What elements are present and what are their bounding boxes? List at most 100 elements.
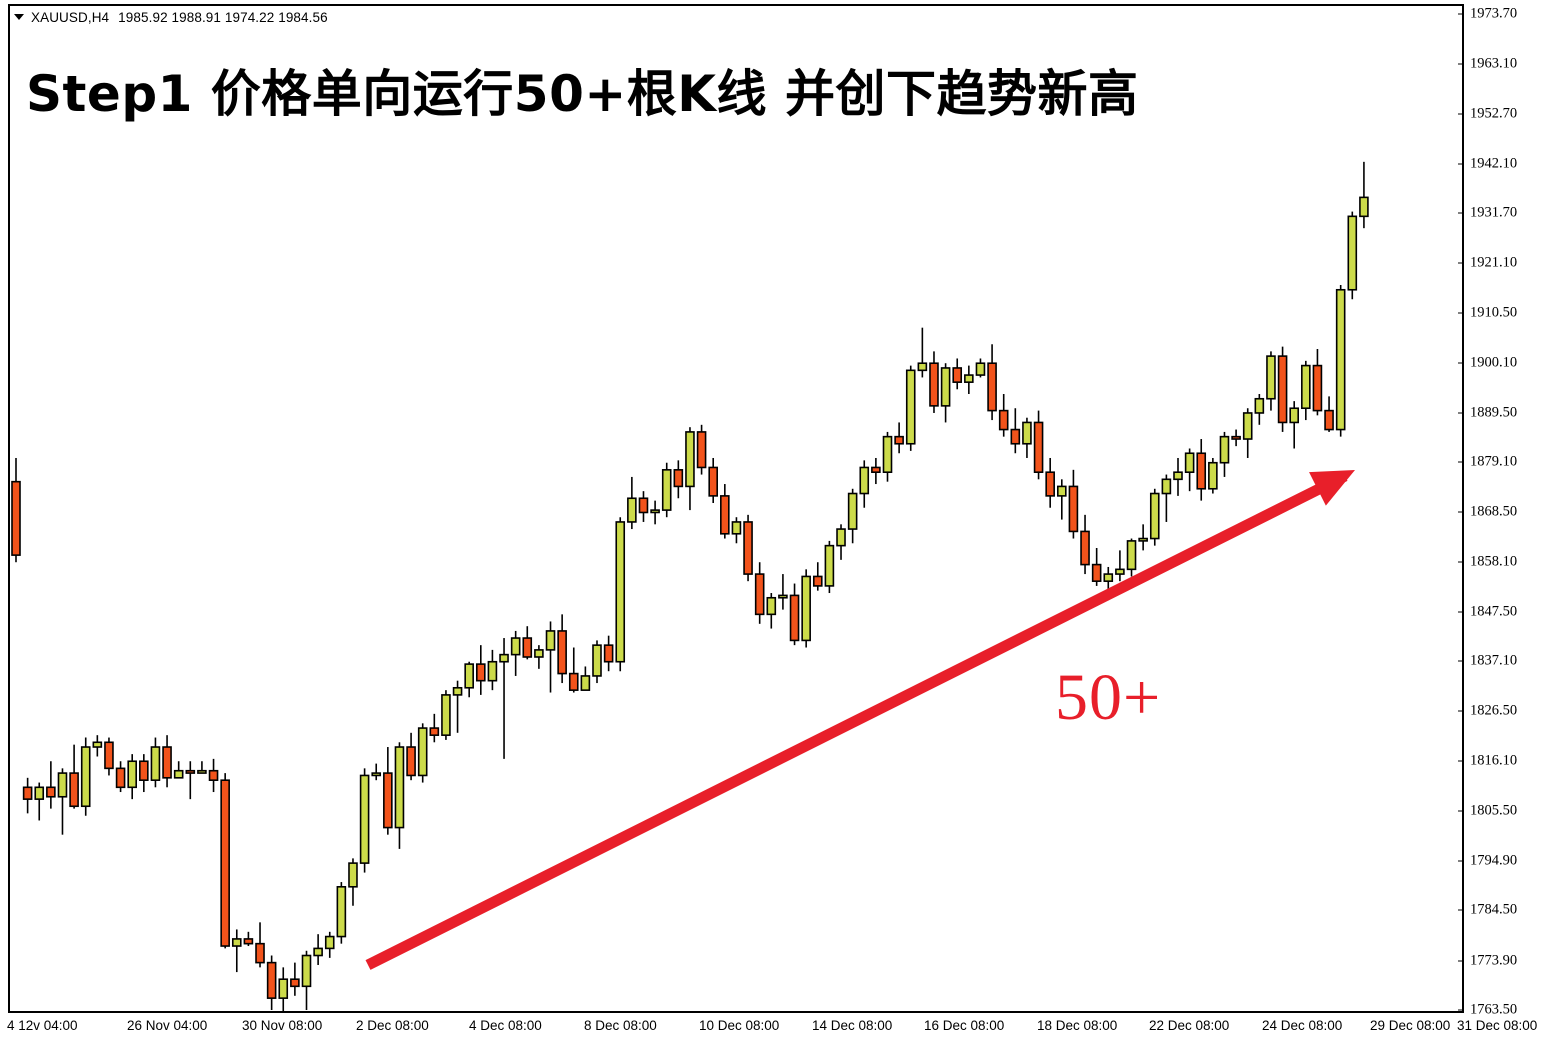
candle-body (394, 746, 405, 829)
candle-body (46, 786, 56, 798)
candle-body (987, 362, 997, 412)
candlestick-svg (11, 161, 1369, 1011)
candle-body (522, 637, 533, 658)
candle-body (162, 746, 172, 779)
candle-body (359, 774, 370, 864)
candle-body (696, 431, 707, 469)
page-title: Step1 价格单向运行50+根K线 并创下趋势新高 (26, 65, 1139, 123)
candle-body (615, 521, 626, 663)
candle-body (429, 727, 440, 736)
candle-body (1289, 407, 1299, 424)
candle-body (127, 760, 137, 789)
chart-window (8, 4, 1464, 1013)
candle-body (290, 978, 300, 988)
candle-body (1347, 215, 1358, 291)
candle-body (568, 672, 579, 691)
candle-body (1312, 364, 1323, 412)
candle-body (11, 480, 21, 556)
price-tick-label: 1879.10 (1470, 453, 1518, 470)
candle-body (1266, 355, 1276, 400)
candle-body (301, 954, 312, 988)
price-tick-mark (1458, 461, 1464, 463)
candle-body (580, 675, 591, 691)
candle-body (592, 644, 602, 677)
candle-body (1115, 568, 1125, 575)
candle-body (754, 573, 765, 616)
candle-body (1184, 452, 1195, 473)
price-tick-label: 1773.90 (1470, 952, 1518, 969)
time-tick-label: 18 Dec 08:00 (1037, 1018, 1118, 1033)
candle-body (441, 694, 451, 736)
candle-body (1359, 196, 1369, 218)
price-tick-mark (1458, 611, 1464, 613)
candle-body (1149, 492, 1160, 540)
candle-body (1045, 471, 1055, 497)
candle-body (534, 649, 544, 658)
price-tick-mark (1458, 511, 1464, 513)
candle-body (1277, 355, 1288, 424)
price-tick-label: 1963.10 (1470, 55, 1518, 72)
candle-body (1242, 412, 1253, 440)
price-tick-label: 1784.50 (1470, 901, 1518, 918)
candle-body (789, 594, 800, 642)
candle-body (510, 637, 521, 656)
candle-body (417, 727, 428, 777)
time-tick-label: 8 Dec 08:00 (584, 1018, 657, 1033)
candle-body (231, 938, 242, 947)
candle-body (1091, 563, 1102, 582)
uptrend-arrow-shaft (365, 471, 1348, 970)
price-tick-mark (1458, 1009, 1464, 1011)
candle-body (952, 367, 963, 383)
candle-body (1173, 471, 1183, 481)
candle-body (475, 663, 486, 682)
candle-body (1254, 397, 1265, 414)
candle-body (313, 947, 323, 957)
uptrend-arrow-head (1309, 470, 1355, 506)
candle-body (871, 466, 881, 473)
candle-body (836, 528, 846, 547)
price-tick-label: 1847.50 (1470, 603, 1518, 620)
time-axis: 4 12v 04:00 26 Nov 04:00 30 Nov 08:00 2 Dec… (0, 1016, 1544, 1046)
candle-body (22, 786, 33, 800)
price-tick-label: 1763.50 (1470, 1001, 1518, 1018)
candle-body (243, 938, 254, 945)
symbol-label: XAUUSD,H4 (31, 9, 110, 25)
price-tick-label: 1805.50 (1470, 802, 1518, 819)
candle-body (34, 786, 45, 800)
candle-body (139, 760, 149, 781)
candle-body (1033, 421, 1044, 473)
candle-body (348, 862, 358, 888)
candle-body (685, 431, 695, 488)
price-tick-label: 1900.10 (1470, 354, 1518, 371)
candle-body (859, 466, 870, 495)
candle-body (650, 509, 660, 514)
candle-body (464, 663, 474, 689)
chevron-down-icon[interactable] (14, 14, 24, 20)
candle-body (917, 362, 928, 372)
candle-body (336, 886, 347, 938)
candle-body (80, 746, 91, 808)
candle-body (708, 466, 719, 497)
candle-body (1335, 288, 1346, 431)
candle-body (673, 469, 684, 488)
candle-body (499, 653, 509, 663)
price-tick-label: 1952.70 (1470, 105, 1518, 121)
candle-body (882, 435, 893, 473)
candle-body (1080, 530, 1090, 566)
candle-body (929, 362, 939, 407)
candle-body (1057, 485, 1067, 497)
candle-body (208, 769, 219, 781)
price-tick-mark (1458, 63, 1464, 65)
candle-body (150, 746, 161, 781)
candle-body (220, 779, 230, 947)
price-tick-mark (1458, 262, 1464, 264)
time-tick-label: 14 Dec 08:00 (812, 1018, 893, 1033)
candle-body (975, 362, 986, 376)
time-tick-label: 2 Dec 08:00 (356, 1018, 429, 1033)
candle-body (1010, 428, 1021, 445)
price-tick-label: 1921.10 (1470, 254, 1518, 271)
candle-body (720, 495, 730, 535)
ohlc-values: 1985.92 1988.91 1974.22 1984.56 (118, 9, 328, 25)
time-tick-label: 16 Dec 08:00 (924, 1018, 1005, 1033)
candle-body (1126, 540, 1137, 571)
